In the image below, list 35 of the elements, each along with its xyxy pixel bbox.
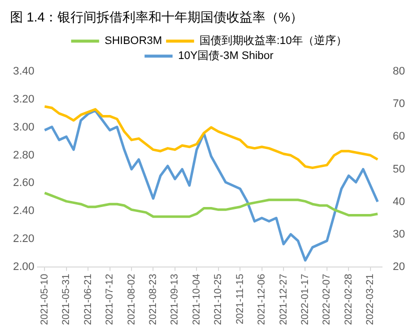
x-tick-label: 2021-10-04	[191, 273, 202, 326]
y2-tick-label: 20	[392, 260, 406, 273]
x-tick-label: 2021-06-21	[82, 273, 94, 326]
x-tick-label: 2021-08-02	[126, 273, 138, 326]
x-tick-label: 2021-11-15	[234, 273, 246, 324]
y2-tick-label: 50	[392, 163, 406, 176]
legend-label: 国债到期收益率:10年（逆序）	[200, 34, 347, 48]
y-tick-label: 3.20	[12, 94, 34, 106]
y2-tick-label: 70	[392, 98, 406, 110]
x-tick-label: 2022-03-21	[365, 273, 376, 326]
y-tick-label: 2.40	[12, 205, 34, 218]
x-tick-label: 2021-10-25	[213, 273, 224, 326]
x-tick-label: 2021-05-31	[61, 273, 72, 326]
y2-tick-label: 30	[392, 228, 406, 240]
x-tick-label: 2021-12-27	[278, 273, 290, 326]
x-tick-label: 2022-01-17	[300, 273, 311, 326]
chart-title: 图 1.4：银行间拆借利率和十年期国债收益率（%）	[10, 9, 304, 24]
x-tick-label: 2022-02-07	[322, 273, 333, 326]
y-tick-label: 3.40	[12, 66, 34, 78]
x-tick-label: 2021-12-06	[256, 273, 268, 326]
x-tick-label: 2022-02-28	[343, 273, 354, 326]
y-tick-label: 2.20	[12, 232, 34, 245]
y2-tick-label: 80	[392, 66, 406, 78]
y-tick-label: 2.60	[12, 177, 34, 190]
legend-label: 10Y国债-3M Shibor	[178, 50, 274, 62]
x-tick-label: 2021-08-23	[148, 273, 159, 326]
y-tick-label: 3.00	[12, 121, 34, 134]
y-tick-label: 2.80	[12, 149, 34, 162]
y2-tick-label: 60	[392, 130, 406, 143]
y2-tick-label: 40	[392, 196, 406, 208]
x-tick-label: 2021-07-12	[104, 273, 116, 326]
y-tick-label: 2.00	[12, 260, 34, 273]
x-tick-label: 2021-09-13	[170, 273, 181, 326]
legend-label: SHIBOR3M	[104, 35, 162, 48]
x-tick-label: 2021-05-10	[39, 273, 50, 326]
